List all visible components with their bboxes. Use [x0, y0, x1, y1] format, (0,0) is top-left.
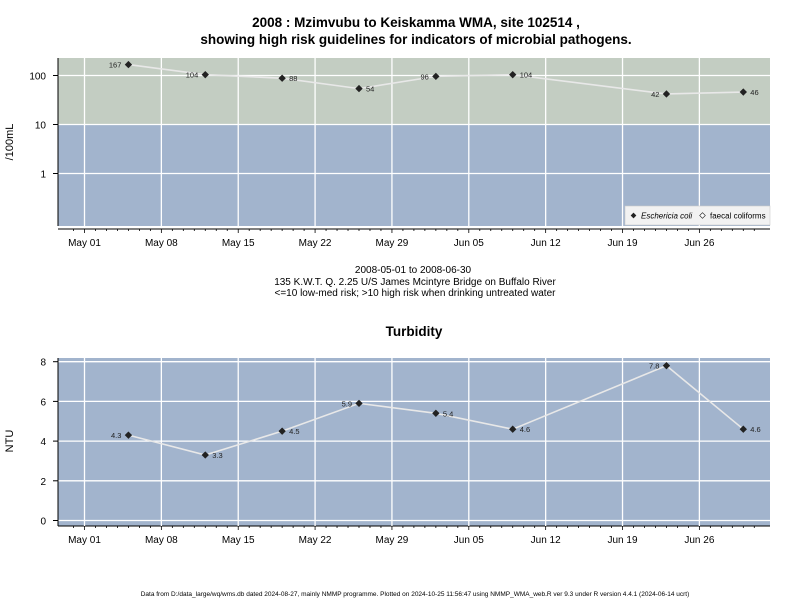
x-tick-label: May 22	[299, 535, 332, 546]
y-tick-label: 10	[35, 121, 47, 132]
legend: Eschericia coli faecal coliforms	[624, 205, 771, 226]
subtitle-risk-note: <=10 low-med risk; >10 high risk when dr…	[275, 288, 557, 299]
data-label: 104	[520, 71, 533, 80]
footer-note: Data from D:/data_large/wq/wms.db dated …	[141, 591, 690, 598]
x-tick-label: Jun 26	[684, 238, 714, 249]
data-point	[432, 409, 440, 417]
legend-faecal-marker	[699, 212, 706, 219]
data-label: 4.6	[750, 425, 760, 434]
data-label: 46	[750, 88, 758, 97]
data-label: 5.4	[443, 409, 453, 418]
data-point	[355, 84, 363, 93]
y-axis-label: /100mL	[4, 124, 16, 161]
x-tick-label: May 29	[376, 238, 409, 249]
data-label: 167	[109, 61, 122, 70]
x-tick-label: Jun 12	[531, 238, 561, 249]
legend-box	[624, 205, 771, 226]
x-tick-label: Jun 05	[454, 535, 484, 546]
data-point	[509, 425, 517, 433]
y-tick-label: 100	[29, 72, 46, 83]
x-tick-label: May 08	[145, 535, 178, 546]
legend-faecal-label: faecal coliforms	[710, 212, 766, 221]
x-tick-label: May 01	[68, 238, 101, 249]
high-risk-band	[58, 58, 770, 125]
y-tick-label: 0	[40, 517, 46, 528]
x-tick-label: Jun 12	[531, 535, 561, 546]
data-label: 3.3	[212, 451, 222, 460]
data-point	[124, 60, 133, 69]
x-tick-label: May 08	[145, 238, 178, 249]
x-tick-label: Jun 26	[684, 535, 714, 546]
y-tick-label: 4	[40, 437, 46, 448]
data-point	[739, 425, 747, 433]
data-label: 7.8	[649, 362, 659, 371]
data-label: 104	[186, 71, 199, 80]
y-axis-label: NTU	[4, 430, 16, 453]
series-line	[128, 63, 744, 95]
x-tick-label: May 15	[222, 238, 255, 249]
x-tick-label: May 15	[222, 535, 255, 546]
data-point	[201, 70, 209, 79]
data-point	[278, 427, 286, 435]
turbidity-panel: 0 2 4 6 8 NTU May 01 May 08 May 15 May 22 May 29 Ju…	[4, 358, 770, 546]
legend-ecoli-marker	[630, 212, 637, 219]
data-label: 4.5	[289, 427, 299, 436]
turbidity-title: Turbidity	[386, 324, 443, 339]
data-point	[201, 451, 209, 459]
ecoli-panel: 1 10 100/100mL May 01 May 08 May 15 May 22 May …	[4, 58, 771, 249]
x-tick-label: Jun 19	[608, 535, 638, 546]
x-tick-label: May 29	[376, 535, 409, 546]
data-label: 4.6	[520, 425, 530, 434]
data-label: 4.3	[111, 431, 121, 440]
y-tick-label: 8	[40, 358, 46, 369]
subtitle-date-range: 2008-05-01 to 2008-06-30	[355, 265, 472, 276]
data-label: 54	[366, 85, 374, 94]
title-line-1: 2008 : Mzimvubu to Keiskamma WMA, site 1…	[252, 15, 580, 30]
data-point	[662, 361, 671, 370]
subtitle-site-description: 135 K.W.T. Q. 2.25 U/S James Mcintyre Br…	[274, 277, 556, 288]
legend-ecoli-label: Eschericia coli	[641, 212, 692, 221]
y-tick-label: 1	[40, 170, 46, 181]
data-label: 88	[289, 74, 297, 83]
x-tick-label: May 22	[299, 238, 332, 249]
x-tick-label: Jun 19	[608, 238, 638, 249]
data-point	[355, 399, 363, 408]
data-label: 42	[651, 90, 659, 99]
title-line-2: showing high risk guidelines for indicat…	[200, 32, 631, 47]
data-point	[278, 74, 286, 82]
y-tick-label: 2	[40, 477, 46, 488]
x-tick-label: May 01	[68, 535, 101, 546]
x-tick-label: Jun 05	[454, 238, 484, 249]
y-tick-label: 6	[40, 397, 46, 408]
series-line	[128, 364, 744, 456]
data-label: 96	[421, 72, 429, 81]
data-label: 5.9	[342, 399, 352, 408]
plot-background	[58, 358, 770, 526]
